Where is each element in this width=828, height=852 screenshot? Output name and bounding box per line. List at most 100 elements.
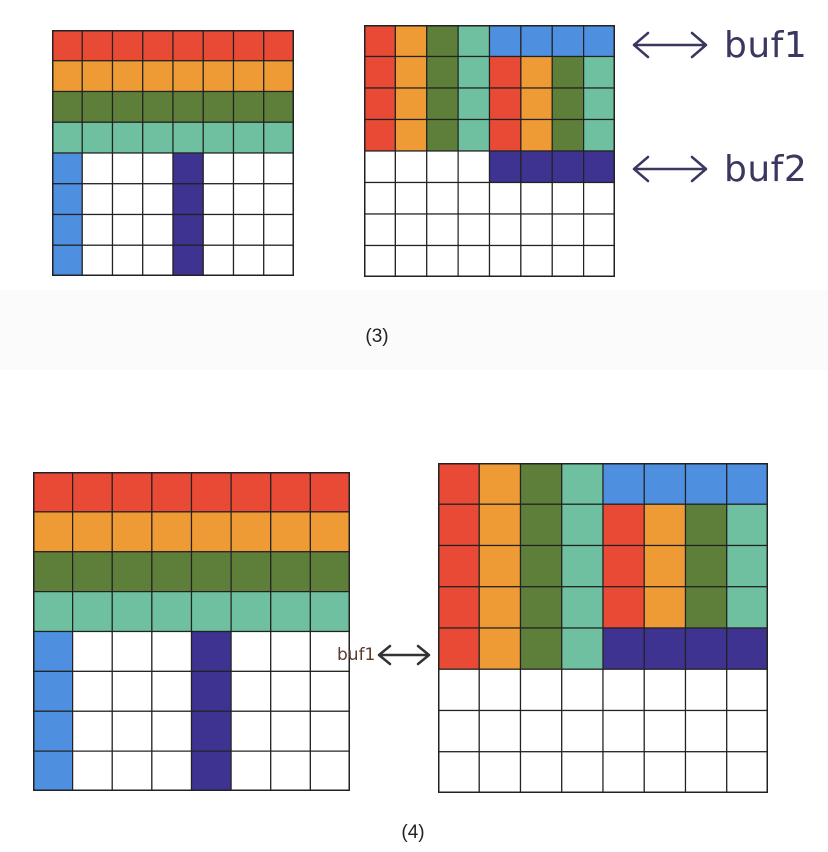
grid-cell bbox=[309, 551, 350, 593]
grid-canvas bbox=[33, 472, 350, 791]
grid-cell bbox=[81, 213, 114, 246]
grid-cell bbox=[232, 183, 265, 216]
grid-cell bbox=[551, 55, 585, 89]
grid-cell bbox=[142, 60, 174, 93]
grid-cell bbox=[263, 244, 294, 276]
grid-cell bbox=[151, 670, 193, 712]
grid-cell bbox=[438, 668, 480, 712]
grid-cell bbox=[151, 472, 193, 513]
grid-cell bbox=[519, 668, 563, 712]
grid-cell bbox=[111, 90, 144, 123]
grid-cell bbox=[72, 710, 113, 752]
grid-cell bbox=[561, 463, 604, 505]
grid-cell bbox=[364, 213, 396, 247]
grid-cell bbox=[561, 503, 604, 547]
grid-cell bbox=[111, 710, 153, 752]
grid-cell bbox=[583, 25, 615, 58]
step3-source-grid bbox=[52, 30, 294, 276]
grid-cell bbox=[270, 670, 311, 712]
grid-cell bbox=[726, 586, 768, 629]
grid-cell bbox=[33, 670, 74, 712]
grid-cell bbox=[684, 586, 728, 629]
grid-cell bbox=[643, 751, 687, 793]
grid-cell bbox=[394, 213, 428, 247]
grid-cell bbox=[172, 90, 204, 123]
grid-cell bbox=[457, 25, 491, 58]
grid-cell bbox=[643, 503, 687, 547]
grid-cell bbox=[726, 463, 768, 505]
grid-cell bbox=[190, 591, 232, 633]
grid-cell bbox=[190, 551, 232, 593]
grid-cell bbox=[72, 630, 113, 672]
grid-cell bbox=[394, 150, 428, 184]
grid-cell bbox=[478, 751, 522, 793]
grid-cell bbox=[172, 213, 204, 246]
grid-cell bbox=[602, 503, 645, 547]
grid-cell bbox=[111, 30, 144, 62]
step4-target-grid bbox=[438, 463, 768, 793]
grid-border bbox=[33, 472, 350, 791]
grid-cell bbox=[33, 630, 74, 672]
grid-cell bbox=[602, 627, 645, 670]
grid-cell bbox=[52, 183, 83, 216]
grid-cell bbox=[478, 627, 522, 670]
grid-cell bbox=[726, 503, 768, 547]
grid-cell bbox=[232, 213, 265, 246]
grid-cell bbox=[151, 750, 193, 791]
grid-cell bbox=[230, 750, 272, 791]
grid-cell bbox=[684, 709, 728, 753]
grid-cell bbox=[438, 463, 480, 505]
grid-cell bbox=[726, 751, 768, 793]
grid-cell bbox=[520, 118, 553, 152]
grid-cell bbox=[364, 87, 396, 121]
grid-cell bbox=[52, 213, 83, 246]
grid-cell bbox=[111, 244, 144, 276]
grid-cell bbox=[643, 627, 687, 670]
grid-cell bbox=[488, 181, 522, 215]
grid-cell bbox=[142, 213, 174, 246]
grid-cell bbox=[519, 503, 563, 547]
grid-cell bbox=[33, 710, 74, 752]
grid-cell bbox=[81, 90, 114, 123]
grid-cell bbox=[142, 121, 174, 154]
grid-cell bbox=[643, 463, 687, 505]
grid-cell bbox=[426, 25, 459, 58]
grid-cell bbox=[202, 60, 235, 93]
grid-cell bbox=[232, 90, 265, 123]
grid-cell bbox=[111, 551, 153, 593]
grid-cell bbox=[561, 627, 604, 670]
grid-canvas bbox=[364, 25, 615, 277]
grid-cell bbox=[602, 751, 645, 793]
grid-cell bbox=[551, 150, 585, 184]
buf1-pointer-bottom: buf1 bbox=[337, 640, 433, 670]
grid-cell bbox=[426, 87, 459, 121]
grid-cell bbox=[33, 551, 74, 593]
grid-cell bbox=[72, 472, 113, 513]
grid-cell bbox=[520, 181, 553, 215]
grid-cell bbox=[551, 25, 585, 58]
grid-cell bbox=[309, 511, 350, 553]
grid-cell bbox=[726, 709, 768, 753]
grid-border bbox=[364, 25, 615, 277]
grid-cell bbox=[583, 55, 615, 89]
grid-cell bbox=[230, 511, 272, 553]
grid-cell bbox=[488, 25, 522, 58]
grid-cell bbox=[270, 551, 311, 593]
grid-cell bbox=[438, 627, 480, 670]
grid-cell bbox=[602, 544, 645, 588]
grid-cell bbox=[438, 709, 480, 753]
grid-cell bbox=[309, 710, 350, 752]
grid-cell bbox=[111, 152, 144, 185]
buf1-pointer-top: buf1 bbox=[630, 18, 807, 72]
grid-cell bbox=[426, 181, 459, 215]
background-band bbox=[0, 290, 828, 370]
grid-cell bbox=[519, 627, 563, 670]
grid-cell bbox=[583, 87, 615, 121]
grid-cell bbox=[684, 751, 728, 793]
grid-cell bbox=[151, 630, 193, 672]
grid-cell bbox=[602, 709, 645, 753]
grid-cell bbox=[309, 670, 350, 712]
buf2-label: buf2 bbox=[724, 148, 808, 190]
grid-cell bbox=[33, 472, 74, 513]
grid-cell bbox=[190, 710, 232, 752]
